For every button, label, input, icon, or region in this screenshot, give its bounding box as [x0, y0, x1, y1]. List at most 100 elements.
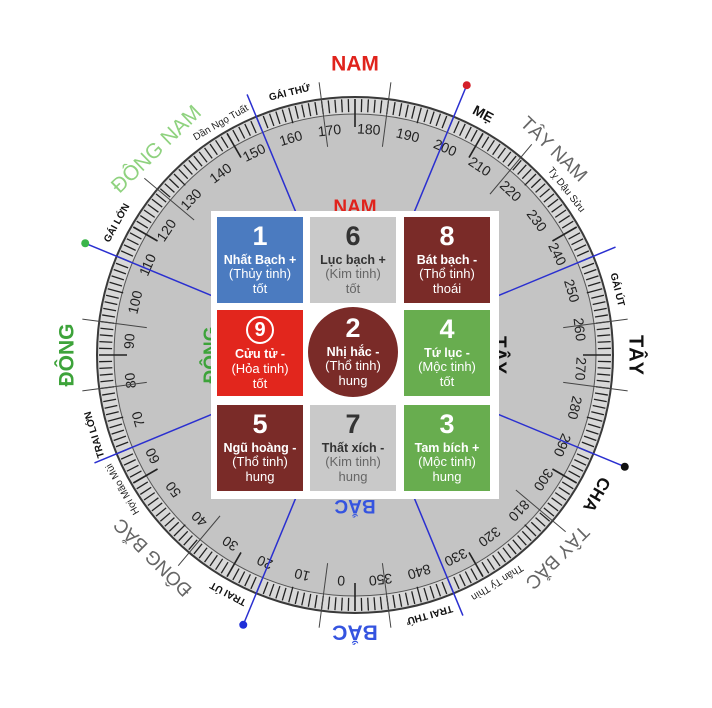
- degree-label: 30: [219, 533, 241, 555]
- tick: [561, 481, 574, 490]
- star-number: 2: [345, 312, 361, 343]
- tick: [441, 581, 448, 595]
- star-quality: hung: [338, 469, 368, 485]
- star-element: (Kim tinh): [325, 266, 381, 282]
- tick: [592, 404, 606, 409]
- tick: [340, 99, 343, 113]
- tick: [367, 99, 370, 113]
- cell-6: 6 Lục bạch + (Kim tinh) tốt: [310, 217, 396, 303]
- tick: [126, 464, 139, 472]
- tick: [105, 411, 119, 416]
- tick: [139, 215, 152, 224]
- boundary-line: [177, 515, 221, 566]
- degree-label: 60: [142, 445, 163, 466]
- tick: [517, 535, 527, 546]
- tick: [547, 198, 559, 208]
- tick: [535, 183, 546, 193]
- cell-7: 7 Thất xích - (Kim tinh) hung: [310, 405, 396, 491]
- tick: [155, 193, 167, 203]
- tick: [268, 113, 275, 127]
- cell-3: 3 Tam bích + (Mộc tinh) hung: [404, 405, 490, 491]
- cell-1: 1 Nhất Bạch + (Thủy tinh) tốt: [217, 217, 303, 303]
- cell-5: 5 Ngũ hoàng - (Thổ tinh) hung: [217, 405, 303, 491]
- tick: [392, 102, 396, 116]
- degree-label: 0: [337, 573, 346, 589]
- degree-label: 260: [571, 317, 590, 342]
- tick: [521, 530, 532, 542]
- outer-label: BẮC: [332, 620, 378, 644]
- tick: [543, 507, 555, 517]
- outer-label: TRAI LỚN: [81, 410, 107, 460]
- tick: [591, 411, 605, 416]
- tick: [193, 155, 203, 167]
- tick: [502, 151, 512, 163]
- tick: [592, 301, 606, 306]
- tick: [99, 334, 113, 337]
- tick: [583, 435, 597, 442]
- tick: [193, 543, 203, 555]
- tick: [597, 373, 611, 376]
- tick: [220, 136, 229, 149]
- star-element: (Thổ tinh): [419, 266, 475, 282]
- star-number: 7: [345, 408, 361, 439]
- tick: [435, 113, 442, 127]
- tick: [183, 535, 193, 546]
- tick: [147, 204, 159, 213]
- star-quality: thoái: [432, 281, 462, 297]
- tick: [558, 215, 571, 224]
- tick: [459, 574, 466, 587]
- tick: [314, 102, 318, 116]
- inner-direction-label: BẮC: [334, 495, 375, 517]
- star-number: 8: [439, 220, 455, 251]
- tick: [593, 307, 607, 312]
- cell-4: 4 Tứ lục - (Mộc tinh) tốt: [404, 310, 490, 396]
- tick: [367, 597, 370, 611]
- tick: [115, 262, 129, 269]
- tick: [123, 459, 136, 466]
- tick: [314, 594, 318, 608]
- cell-9: 9 Cửu tử - (Hỏa tinh) tốt: [217, 310, 303, 396]
- tick: [147, 497, 159, 506]
- tick: [597, 340, 611, 343]
- star-element: (Thổ tinh): [232, 454, 288, 470]
- tick: [120, 250, 134, 257]
- degree-label: 70: [128, 409, 148, 429]
- star-quality: tốt: [252, 375, 268, 391]
- star-element: (Mộc tinh): [418, 359, 476, 375]
- tick: [492, 143, 501, 156]
- tick: [398, 593, 403, 607]
- tick: [379, 100, 383, 114]
- tick: [178, 530, 189, 542]
- star-element: (Hỏa tinh): [231, 360, 289, 376]
- tick: [173, 173, 186, 186]
- tick: [597, 367, 611, 370]
- outer-label: ĐÔNG: [55, 324, 79, 387]
- star-quality: hung: [432, 469, 462, 485]
- star-name: Thất xích -: [321, 440, 385, 455]
- tick: [262, 115, 269, 129]
- outer-label: GÁI THỨ: [267, 81, 312, 104]
- tick: [132, 226, 158, 242]
- boundary-line: [82, 381, 147, 392]
- tick: [232, 129, 240, 142]
- direction-divider: [493, 411, 626, 468]
- tick: [486, 139, 495, 152]
- tick: [587, 281, 601, 287]
- tick: [129, 470, 142, 478]
- star-quality: tốt: [439, 374, 455, 390]
- tick: [294, 591, 299, 605]
- tick: [301, 592, 306, 606]
- tick: [113, 435, 127, 442]
- tick: [581, 441, 595, 448]
- boundary-line: [563, 381, 628, 392]
- degree-label: 160: [277, 127, 304, 149]
- tick: [301, 104, 306, 118]
- star-number: 4: [439, 313, 455, 344]
- star-name: Tam bích +: [414, 440, 480, 455]
- tick: [99, 340, 113, 343]
- tick: [155, 507, 167, 517]
- tick: [464, 126, 472, 139]
- tick: [373, 597, 376, 611]
- tick: [215, 139, 224, 152]
- direction-divider: [84, 242, 217, 299]
